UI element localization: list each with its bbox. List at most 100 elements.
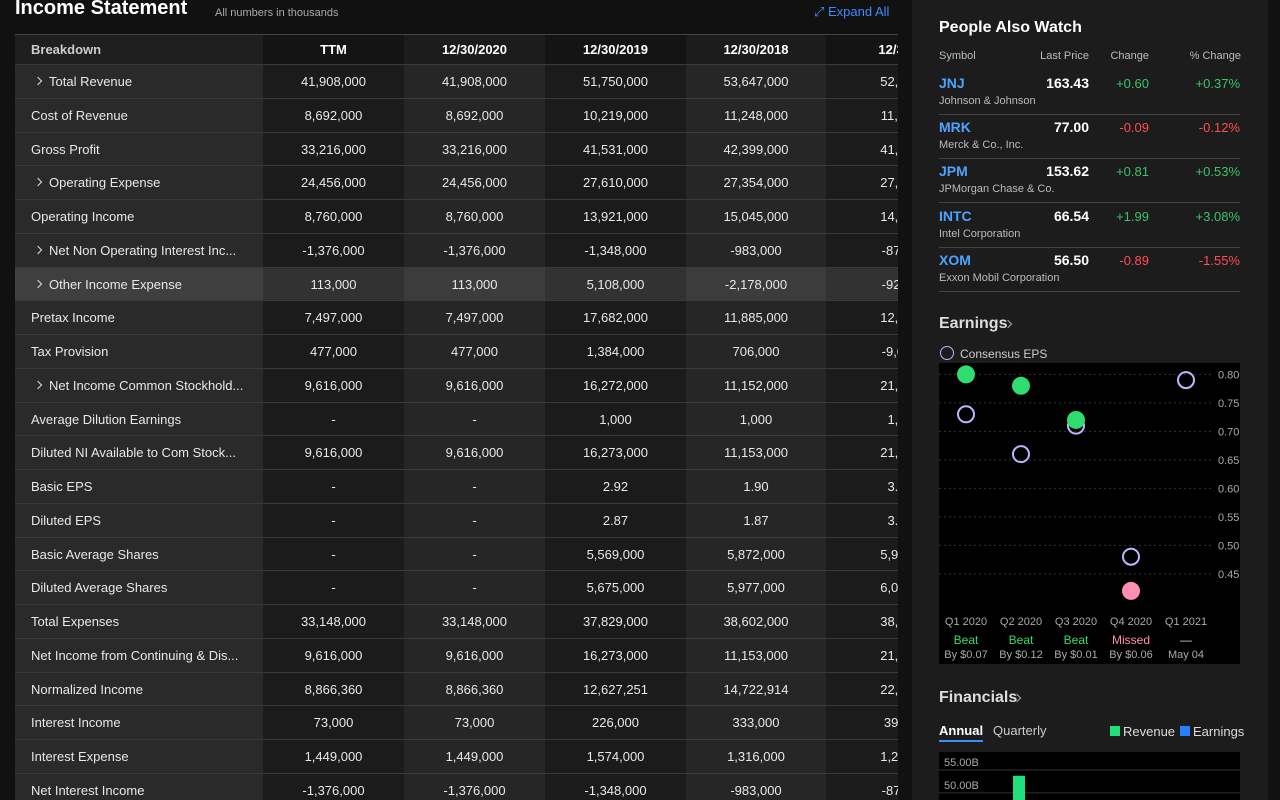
row-label: Net Non Operating Interest Inc... bbox=[49, 242, 237, 258]
expand-all[interactable]: ⤢ Expand All bbox=[814, 4, 889, 20]
cell-value: 1,316,000 bbox=[727, 749, 785, 765]
table-row[interactable]: Pretax Income 7,497,000 7,497,000 17,682,00… bbox=[15, 300, 898, 334]
cell-value: 10,219,000 bbox=[582, 107, 649, 123]
table-row[interactable]: Diluted EPS - - 2.87 1.87 3.5 bbox=[15, 502, 898, 537]
cell-value: 477,000 bbox=[451, 344, 498, 360]
cell-value: 391, bbox=[883, 715, 898, 731]
cell-value: 8,760,000 bbox=[304, 209, 363, 225]
status-detail: May 04 bbox=[1168, 649, 1204, 661]
table-row[interactable]: Interest Income 73,000 73,000 226,000 333,00… bbox=[15, 705, 898, 739]
estimate-point bbox=[1012, 445, 1030, 464]
watch-row[interactable]: JNJ Johnson & Johnson 163.43 +0.60 +0.37% bbox=[939, 72, 1240, 115]
cell-value: - bbox=[331, 479, 336, 495]
column-header: 12/30/2018 bbox=[686, 35, 826, 64]
table-row[interactable]: Net Income Common Stockhold... 9,616,000 9… bbox=[15, 367, 898, 402]
status: — bbox=[1180, 633, 1192, 647]
change: -0.89 bbox=[1119, 252, 1149, 268]
estimate-point bbox=[957, 405, 975, 424]
cell-value: 8,866,360 bbox=[304, 681, 363, 697]
y-tick-label: 0.60 bbox=[1218, 483, 1239, 495]
table-row[interactable]: Diluted Average Shares - - 5,675,000 5,977,0… bbox=[15, 570, 898, 604]
cell-value: 21,30 bbox=[880, 445, 898, 461]
status-detail: By $0.06 bbox=[1109, 649, 1152, 661]
table-row[interactable]: Diluted NI Available to Com Stock... 9,61… bbox=[15, 435, 898, 469]
tab[interactable]: Annual bbox=[939, 723, 984, 742]
expand-label[interactable]: Expand All bbox=[828, 4, 890, 19]
y-tick-label: 0.75 bbox=[1218, 398, 1239, 410]
row-label: Net Interest Income bbox=[31, 782, 145, 798]
company: Merck & Co., Inc. bbox=[939, 139, 1024, 152]
table-row[interactable]: Net Non Operating Interest Inc... -1,376,… bbox=[15, 232, 898, 267]
status: Beat bbox=[1064, 633, 1089, 647]
charts: 0.80 0.75 0.70 0.65 0.60 0.55 0.50 0.45 Q1 2020 B… bbox=[939, 363, 1240, 800]
cell-value: 2.92 bbox=[602, 479, 629, 495]
cell-value: 8,866,360 bbox=[445, 681, 504, 697]
watch-row[interactable]: JPM JPMorgan Chase & Co. 153.62 +0.81 +0.53% bbox=[939, 160, 1240, 204]
table-row[interactable]: Operating Expense 24,456,000 24,456,000 27,… bbox=[15, 165, 898, 199]
cell-value: 6,058 bbox=[880, 580, 898, 596]
cell-value: 11,24 bbox=[880, 107, 898, 123]
table-row[interactable]: Total Revenue 41,908,000 41,908,000 51,750,… bbox=[15, 64, 898, 98]
chevron bbox=[33, 76, 43, 86]
table-row[interactable]: Interest Expense 1,449,000 1,449,000 1,574,… bbox=[15, 739, 898, 773]
row-label: Net Income Common Stockhold... bbox=[49, 377, 244, 393]
cell-value: 1.87 bbox=[743, 512, 769, 528]
row-label: Diluted Average Shares bbox=[31, 580, 168, 596]
cell-value: 7,497,000 bbox=[445, 310, 504, 326]
column-header: Breakdown bbox=[15, 35, 263, 64]
table-row[interactable]: Operating Income 8,760,000 8,760,000 13,921… bbox=[15, 199, 898, 233]
cell-value: 12,627,251 bbox=[582, 681, 649, 697]
cell-value: 9,616,000 bbox=[445, 377, 504, 393]
tab[interactable]: Quarterly bbox=[993, 723, 1047, 738]
column-header: 12/30/2019 bbox=[545, 35, 686, 64]
company: Intel Corporation bbox=[939, 227, 1021, 240]
row-label: Operating Income bbox=[31, 209, 135, 225]
change: +0.60 bbox=[1116, 76, 1149, 91]
cell-value: - bbox=[331, 546, 336, 562]
cell-value: 9,616,000 bbox=[445, 647, 504, 663]
table-row[interactable]: Other Income Expense 113,000 113,000 5,108,… bbox=[15, 266, 898, 301]
cell-value: 33,216,000 bbox=[300, 141, 367, 157]
row-label: Interest Income bbox=[31, 715, 121, 731]
table-row[interactable]: Average Dilution Earnings - - 1,000 1,000 1,0 bbox=[15, 401, 898, 436]
table-row[interactable]: Tax Provision 477,000 477,000 1,384,000 706,… bbox=[15, 334, 898, 368]
row-label: Normalized Income bbox=[31, 681, 143, 697]
x-tick-label: Q1 2021 bbox=[1165, 616, 1207, 628]
watch-row[interactable]: INTC Intel Corporation 66.54 +1.99 +3.08% bbox=[939, 205, 1240, 248]
row-label: Net Income from Continuing & Dis... bbox=[31, 647, 239, 663]
table-row[interactable]: Gross Profit 33,216,000 33,216,000 41,531,0… bbox=[15, 131, 898, 166]
cell-value: 706,000 bbox=[732, 344, 780, 360]
cell-value: 33,148,000 bbox=[300, 614, 367, 630]
price: 163.43 bbox=[1046, 75, 1089, 91]
cell-value: 7,497,000 bbox=[304, 310, 363, 326]
financials-bg bbox=[939, 752, 1240, 800]
status: Beat bbox=[1009, 633, 1034, 647]
earnings-title[interactable]: Earnings bbox=[939, 315, 1008, 332]
symbol: JPM bbox=[939, 163, 968, 180]
table-row[interactable]: Net Interest Income -1,376,000 -1,376,000 -… bbox=[15, 772, 898, 800]
y-tick-label: 50.00B bbox=[944, 780, 979, 792]
watch-row[interactable]: MRK Merck & Co., Inc. 77.00 -0.09 -0.12% bbox=[939, 116, 1240, 160]
table-row[interactable]: Basic EPS - - 2.92 1.90 3.5 bbox=[15, 469, 898, 503]
cell-value: 53,647,000 bbox=[723, 74, 789, 89]
y-tick-label: 0.80 bbox=[1218, 369, 1239, 381]
cell-value: - bbox=[472, 411, 477, 427]
table-row[interactable]: Basic Average Shares - - 5,569,000 5,872,000… bbox=[15, 536, 898, 571]
cell-value: 16,273,000 bbox=[582, 647, 649, 663]
cell-value: 9,616,000 bbox=[304, 647, 363, 663]
financials-title[interactable]: Financials bbox=[939, 689, 1018, 706]
change: -0.09 bbox=[1119, 120, 1149, 136]
status: Beat bbox=[954, 633, 979, 647]
table-row[interactable]: Normalized Income 8,866,360 8,866,360 12,62… bbox=[15, 671, 898, 706]
pct-change: +3.08% bbox=[1195, 208, 1240, 224]
cell-value: 14,722,914 bbox=[723, 681, 789, 697]
cell-value: 11,152,000 bbox=[723, 377, 789, 393]
table-row[interactable]: Cost of Revenue 8,692,000 8,692,000 10,219,… bbox=[15, 97, 898, 132]
watch-row[interactable]: XOM Exxon Mobil Corporation 56.50 -0.89 -1.5… bbox=[939, 249, 1240, 292]
table-row[interactable]: Net Income from Continuing & Dis... 9,616… bbox=[15, 637, 898, 672]
cell-value: 33,216,000 bbox=[441, 141, 508, 157]
note: All numbers in thousands bbox=[215, 7, 339, 19]
cell-value: 1,0 bbox=[887, 411, 898, 427]
table-row[interactable]: Total Expenses 33,148,000 33,148,000 37,829… bbox=[15, 604, 898, 638]
legend-swatch bbox=[940, 346, 954, 360]
